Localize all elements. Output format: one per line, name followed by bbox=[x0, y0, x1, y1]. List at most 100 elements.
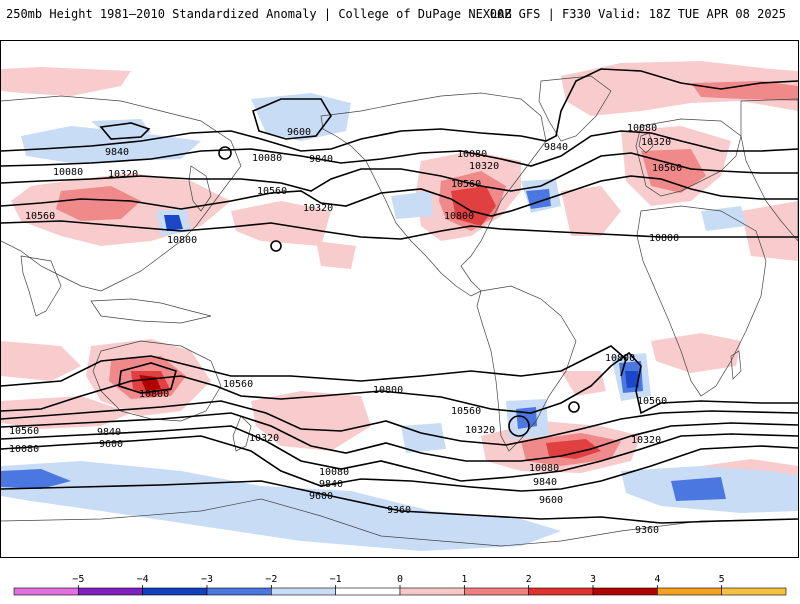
colorbar-swatch bbox=[206, 587, 272, 596]
colorbar-tick-label: −3 bbox=[201, 574, 213, 585]
anomaly-region bbox=[1, 67, 131, 96]
contour-label: 9600 bbox=[287, 127, 311, 138]
contour-ring bbox=[270, 240, 282, 252]
contour-label: 9840 bbox=[544, 142, 568, 153]
map-title: 250mb Height 1981–2010 Standardized Anom… bbox=[6, 7, 512, 21]
contour-9840-north bbox=[1, 68, 798, 152]
africa-outline bbox=[636, 205, 767, 397]
anomaly-region bbox=[391, 191, 433, 219]
anomaly-region bbox=[671, 477, 726, 501]
colorbar-swatch bbox=[592, 587, 658, 596]
colorbar-swatch bbox=[271, 587, 336, 596]
contour-label: 10320 bbox=[631, 435, 661, 446]
anomaly-region bbox=[701, 206, 746, 231]
contour-10320-north bbox=[1, 152, 798, 192]
colorbar-swatch bbox=[464, 587, 529, 596]
contour-label: 10320 bbox=[303, 203, 333, 214]
india-outline bbox=[20, 255, 62, 317]
contour-label: 10800 bbox=[167, 235, 197, 246]
indonesia-outline bbox=[90, 298, 212, 324]
contour-label: 9600 bbox=[539, 495, 563, 506]
contour-label: 10080 bbox=[529, 463, 559, 474]
colorbar-tick-label: −1 bbox=[330, 574, 342, 585]
contour-label: 10320 bbox=[641, 137, 671, 148]
asia-outline bbox=[1, 95, 242, 292]
contour-label: 9840 bbox=[97, 427, 121, 438]
contour-label: 10560 bbox=[9, 426, 39, 437]
anomaly-region bbox=[164, 215, 183, 231]
contour-label: 10560 bbox=[25, 211, 55, 222]
contour-9360-south bbox=[1, 480, 798, 524]
colorbar-tick-label: −2 bbox=[265, 574, 277, 585]
colorbar-swatch bbox=[657, 587, 722, 596]
anomaly-region bbox=[56, 186, 141, 221]
coastlines bbox=[1, 75, 798, 547]
colorbar-swatch bbox=[528, 587, 594, 596]
contour-label: 10320 bbox=[469, 161, 499, 172]
anomaly-region bbox=[561, 371, 606, 396]
colorbar-tick-label: 4 bbox=[654, 574, 660, 585]
contour-label: 10560 bbox=[637, 396, 667, 407]
colorbar-tick-label: −4 bbox=[137, 574, 149, 585]
contour-label: 10320 bbox=[249, 433, 279, 444]
contour-label: 10800 bbox=[444, 211, 474, 222]
contour-labels: 9600 9840 10080 10320 10080 9840 10560 1… bbox=[9, 123, 682, 536]
anomaly-region bbox=[1, 396, 131, 429]
contour-label: 9360 bbox=[387, 505, 411, 516]
contour-label: 10560 bbox=[257, 186, 287, 197]
anomaly-region bbox=[451, 186, 496, 226]
contour-9840-south bbox=[1, 425, 798, 482]
anomaly-region bbox=[251, 391, 371, 451]
colorbar-swatch bbox=[13, 587, 79, 596]
anomaly-region bbox=[516, 407, 537, 429]
anomaly-region bbox=[1, 469, 71, 489]
contour-10320-south bbox=[1, 400, 798, 446]
contour-label: 10080 bbox=[319, 467, 349, 478]
anomaly-region bbox=[625, 371, 639, 388]
colorbar-swatch bbox=[399, 587, 465, 596]
contour-label: 10800 bbox=[605, 353, 635, 364]
contour-label: 10080 bbox=[252, 153, 282, 164]
anomaly-region bbox=[651, 333, 741, 373]
antarctica-outline bbox=[1, 498, 798, 547]
colorbar-swatch bbox=[142, 587, 208, 596]
contour-label: 10320 bbox=[108, 169, 138, 180]
model-run-info: 00Z GFS | F330 Valid: 18Z TUE APR 08 202… bbox=[489, 7, 786, 21]
contour-label: 10560 bbox=[451, 179, 481, 190]
anomaly-region bbox=[561, 186, 621, 236]
anomaly-region bbox=[691, 81, 798, 101]
colorbar-tick-label: 1 bbox=[461, 574, 467, 585]
contour-label: 10800 bbox=[373, 385, 403, 396]
contour-label: 9840 bbox=[319, 479, 343, 490]
contour-ring bbox=[508, 415, 530, 437]
colorbar-tick-label: 2 bbox=[526, 574, 532, 585]
colorbar-graphic: −5 −4 −3 −2 −1 0 1 2 3 4 5 bbox=[13, 574, 787, 596]
contour-label: 10080 bbox=[9, 444, 39, 455]
contour-label: 9840 bbox=[533, 477, 557, 488]
contour-label: 10560 bbox=[223, 379, 253, 390]
anomaly-map: 9600 9840 10080 10320 10080 9840 10560 1… bbox=[1, 61, 798, 551]
colorbar-tick-label: 3 bbox=[590, 574, 596, 585]
greenland-outline bbox=[538, 75, 612, 142]
contour-label: 10560 bbox=[652, 163, 682, 174]
contour-10080-south bbox=[1, 412, 798, 462]
height-contours bbox=[1, 68, 798, 524]
map-panel[interactable]: 9600 9840 10080 10320 10080 9840 10560 1… bbox=[0, 40, 799, 558]
colorbar-tick-label: 0 bbox=[397, 574, 403, 585]
asia-east-outline bbox=[740, 98, 798, 242]
contour-label: 10080 bbox=[627, 123, 657, 134]
colorbar-swatch bbox=[335, 587, 401, 596]
anomaly-region bbox=[741, 201, 798, 261]
anomaly-region bbox=[316, 241, 356, 269]
contour-label: 10560 bbox=[451, 406, 481, 417]
contour-10560-north bbox=[1, 175, 798, 217]
contour-label: 10320 bbox=[465, 425, 495, 436]
contour-label: 9840 bbox=[309, 154, 333, 165]
contour-ring bbox=[218, 146, 232, 160]
anomaly-region bbox=[231, 201, 331, 246]
contour-label: 10080 bbox=[457, 149, 487, 160]
contour-label: 9600 bbox=[309, 491, 333, 502]
contour-ring bbox=[568, 401, 580, 413]
colorbar-tick-label: −5 bbox=[72, 574, 84, 585]
colorbar-swatch bbox=[78, 587, 143, 596]
